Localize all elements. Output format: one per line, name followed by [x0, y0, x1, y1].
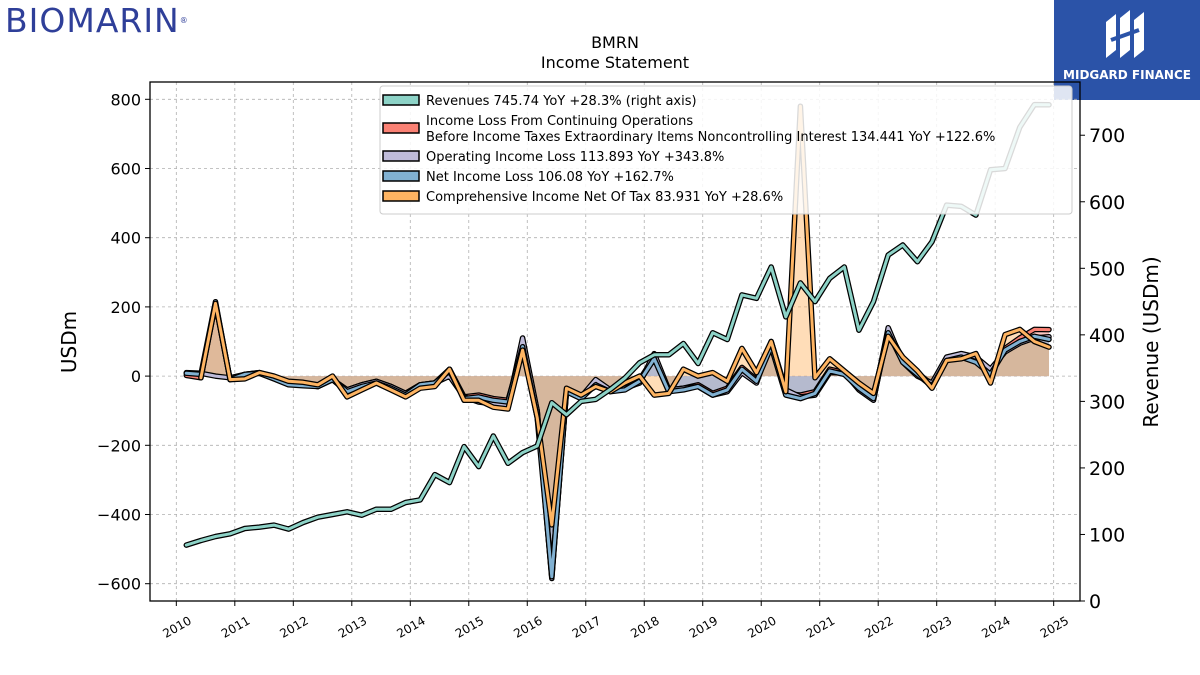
y-axis-label: USDm [57, 311, 81, 373]
x-tick-label: 2023 [921, 613, 954, 640]
series-line-operating-income-loss [184, 326, 1051, 580]
legend-box [379, 85, 1073, 215]
midgard-finance-badge: MIDGARD FINANCE [1054, 0, 1200, 100]
legend-label-comprehensive-income-net-of-tax: Comprehensive Income Net Of Tax 83.931 Y… [426, 190, 783, 205]
series-outline-net-income-loss [183, 298, 1052, 580]
x-tick-label: 2025 [1038, 613, 1071, 640]
y2-tick-label: 500 [1089, 258, 1125, 280]
x-tick-label: 2021 [804, 613, 837, 640]
right-axis-ticks: 0 100 200 300 400 500 600 700 [1080, 125, 1125, 613]
plot-frame [149, 81, 1081, 602]
x-tick-label: 2014 [394, 613, 427, 640]
x-tick-label: 2011 [219, 613, 252, 640]
series-outline-operating-income-loss [183, 324, 1052, 582]
y2-tick-label: 600 [1089, 192, 1125, 214]
y-tick-label: 400 [110, 229, 141, 248]
left-axis-ticks: −600 −400 −200 0 200 400 600 800 [97, 90, 150, 594]
y2-tick-label: 400 [1089, 325, 1125, 347]
y2-tick-label: 0 [1089, 591, 1101, 613]
legend-label-operating-income-loss: Operating Income Loss 113.893 YoY +343.8… [426, 150, 724, 165]
registered-mark: ® [179, 16, 189, 25]
legend-label-income-loss-from-continuing-operations-b: Income Loss From Continuing Operations [426, 114, 693, 129]
y-tick-label: 200 [110, 298, 141, 317]
y-tick-label: 800 [110, 90, 141, 109]
y-tick-label: 600 [110, 160, 141, 179]
legend-swatch-revenues [382, 94, 420, 106]
series-line-income-loss-from-continuing-operations-b [184, 301, 1051, 579]
midgard-logo-icon [1106, 10, 1144, 58]
x-tick-label: 2020 [745, 613, 778, 640]
biomarin-logo: BIOMARIN® [5, 2, 189, 40]
biomarin-logo-text: BIOMARIN [5, 1, 180, 40]
y2-axis-label: Revenue (USDm) [1139, 256, 1163, 427]
y2-tick-label: 200 [1089, 458, 1125, 480]
legend: Revenues 745.74 YoY +28.3% (right axis) I… [379, 85, 1073, 215]
chart-title: BMRN [591, 33, 639, 52]
y2-tick-label: 300 [1089, 391, 1125, 413]
series-line-revenues [184, 103, 1051, 547]
legend-swatch-comprehensive-income-net-of-tax [382, 190, 420, 202]
legend-swatch-net-income-loss [382, 170, 420, 182]
legend-label-income-loss-from-continuing-operations-b: Before Income Taxes Extraordinary Items … [426, 130, 995, 145]
x-tick-label: 2017 [570, 613, 603, 640]
series-outline-income-loss-from-continuing-operations-b [183, 300, 1052, 580]
x-tick-label: 2013 [336, 613, 369, 640]
series-lines [183, 101, 1052, 582]
y-tick-label: −400 [97, 506, 141, 525]
y-tick-label: 0 [131, 367, 141, 386]
series-line-comprehensive-income-net-of-tax [199, 104, 1051, 527]
y2-tick-label: 100 [1089, 524, 1125, 546]
series-line-net-income-loss [184, 300, 1051, 579]
x-axis-ticks: 2010 2011 2012 2013 2014 2015 2016 2017 2018 2019… [160, 601, 1071, 641]
x-tick-label: 2019 [687, 613, 720, 640]
x-tick-label: 2016 [511, 613, 544, 640]
legend-label-net-income-loss: Net Income Loss 106.08 YoY +162.7% [426, 170, 674, 185]
series-area-net-income-loss [186, 301, 1050, 577]
y2-tick-label: 700 [1089, 125, 1125, 147]
x-tick-label: 2018 [628, 613, 661, 640]
x-tick-label: 2012 [277, 613, 310, 640]
series-area-income-loss-from-continuing-operations-b [186, 303, 1050, 577]
chart-subtitle: Income Statement [541, 53, 689, 72]
x-tick-label: 2010 [160, 613, 193, 640]
legend-swatch-income-loss-from-continuing-operations-b [382, 122, 420, 134]
y-tick-label: −600 [97, 575, 141, 594]
midgard-finance-label: MIDGARD FINANCE [1063, 68, 1191, 82]
x-tick-label: 2015 [453, 613, 486, 640]
x-tick-label: 2024 [979, 613, 1012, 640]
y-tick-label: −200 [97, 436, 141, 455]
legend-label-revenues: Revenues 745.74 YoY +28.3% (right axis) [426, 94, 697, 109]
legend-swatch-operating-income-loss [382, 150, 420, 162]
x-tick-label: 2022 [862, 613, 895, 640]
series-area-operating-income-loss [186, 327, 1050, 579]
